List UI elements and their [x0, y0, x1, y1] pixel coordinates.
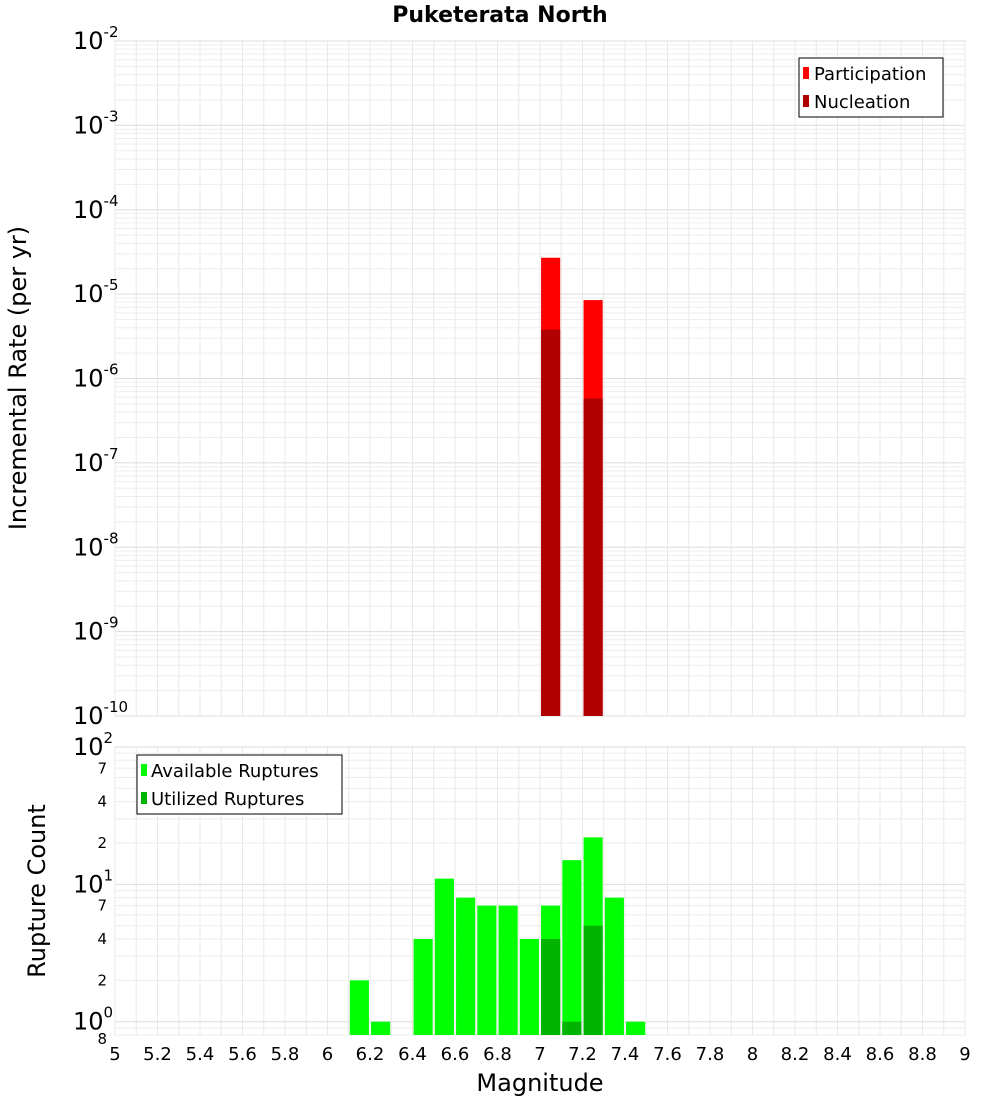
y-tick-label: 10-8 — [73, 529, 119, 561]
top-y-axis-label: Incremental Rate (per yr) — [4, 226, 32, 530]
x-tick-labels: 5 5.2 5.4 5.6 5.8 6 6.2 6.4 6.6 6.8 7 7.2 7.4 7.6 7.8 8… — [109, 1044, 970, 1065]
x-tick-label: 5.6 — [228, 1044, 257, 1065]
x-tick-label: 8 — [747, 1044, 758, 1065]
y-tick-label: 10-6 — [73, 361, 119, 393]
bar-utilized-ruptures-7.15 — [562, 1021, 582, 1035]
x-tick-label: 8.6 — [866, 1044, 895, 1065]
y-tick-label: 10-7 — [73, 445, 119, 477]
bar-nucleation-7.25 — [583, 398, 603, 716]
y-minor-tick-label: 4 — [97, 930, 107, 948]
x-tick-label: 7.4 — [611, 1044, 640, 1065]
x-tick-label: 6 — [322, 1044, 333, 1065]
x-tick-label: 8.4 — [823, 1044, 852, 1065]
bottom-legend: Available Ruptures Utilized Ruptures — [136, 754, 343, 815]
bottom-y-tick-labels: 100 101 102 8 2 4 7 2 4 7 — [73, 729, 113, 1048]
bottom-legend-box — [136, 754, 343, 815]
legend-swatch-utilized — [141, 792, 147, 804]
x-tick-label: 5.8 — [271, 1044, 300, 1065]
x-tick-label: 7.2 — [568, 1044, 597, 1065]
legend-swatch-available — [141, 764, 147, 776]
y-minor-tick-label: 7 — [97, 897, 107, 915]
legend-label-available: Available Ruptures — [151, 761, 319, 782]
y-tick-label: 10-3 — [73, 107, 119, 139]
y-minor-tick-label: 4 — [97, 793, 107, 811]
y-minor-tick-label: 8 — [97, 1030, 107, 1048]
chart-title: Puketerata North — [392, 3, 607, 28]
bar-available-ruptures-6.45 — [413, 939, 433, 1035]
bar-nucleation-7.05 — [541, 329, 561, 716]
x-tick-label: 7 — [534, 1044, 545, 1065]
top-legend: Participation Nucleation — [798, 57, 944, 118]
y-tick-label: 100 — [73, 1004, 113, 1036]
top-bars — [541, 257, 603, 716]
x-tick-label: 6.4 — [398, 1044, 427, 1065]
y-tick-label: 102 — [73, 729, 113, 761]
top-legend-box — [798, 57, 944, 118]
x-tick-label: 6.6 — [441, 1044, 470, 1065]
bar-available-ruptures-6.55 — [434, 878, 454, 1035]
legend-label-participation: Participation — [814, 64, 926, 85]
bar-available-ruptures-6.15 — [349, 980, 369, 1035]
y-tick-label: 101 — [73, 866, 113, 898]
legend-swatch-participation — [803, 67, 809, 79]
top-gridlines — [114, 40, 966, 717]
bar-available-ruptures-6.25 — [371, 1021, 391, 1035]
bar-available-ruptures-6.75 — [477, 905, 497, 1035]
x-tick-label: 9 — [959, 1044, 970, 1065]
x-tick-label: 6.8 — [483, 1044, 512, 1065]
y-minor-tick-label: 7 — [97, 759, 107, 777]
x-tick-label: 8.2 — [781, 1044, 810, 1065]
bar-available-ruptures-7.45 — [626, 1021, 646, 1035]
x-tick-label: 7.6 — [653, 1044, 682, 1065]
y-tick-label: 10-2 — [73, 23, 119, 55]
x-tick-label: 8.8 — [908, 1044, 937, 1065]
legend-label-nucleation: Nucleation — [814, 92, 910, 113]
y-tick-label: 10-9 — [73, 614, 119, 646]
x-axis-label: Magnitude — [476, 1069, 603, 1097]
x-tick-label: 5 — [109, 1044, 120, 1065]
x-tick-label: 5.4 — [186, 1044, 215, 1065]
x-tick-label: 6.2 — [356, 1044, 385, 1065]
y-tick-label: 10-4 — [73, 192, 119, 224]
x-tick-label: 5.2 — [143, 1044, 172, 1065]
x-tick-label: 7.8 — [696, 1044, 725, 1065]
y-minor-tick-label: 2 — [97, 834, 107, 852]
bottom-bars — [349, 837, 646, 1035]
y-minor-tick-label: 2 — [97, 971, 107, 989]
bottom-y-axis-label: Rupture Count — [23, 804, 51, 978]
y-tick-label: 10-10 — [73, 698, 128, 730]
bar-available-ruptures-7.15 — [562, 860, 582, 1035]
bar-available-ruptures-6.95 — [519, 939, 539, 1035]
legend-swatch-nucleation — [803, 95, 809, 107]
top-y-tick-labels: 10-10 10-9 10-8 10-7 10-6 10-5 10-4 10-3 10-2 — [73, 23, 128, 730]
bar-utilized-ruptures-7.05 — [541, 939, 561, 1035]
bar-available-ruptures-6.85 — [498, 905, 518, 1035]
y-tick-label: 10-5 — [73, 276, 119, 308]
bar-available-ruptures-6.65 — [456, 897, 476, 1035]
legend-label-utilized: Utilized Ruptures — [151, 789, 304, 810]
bar-available-ruptures-7.35 — [604, 897, 624, 1035]
bar-utilized-ruptures-7.25 — [583, 925, 603, 1035]
